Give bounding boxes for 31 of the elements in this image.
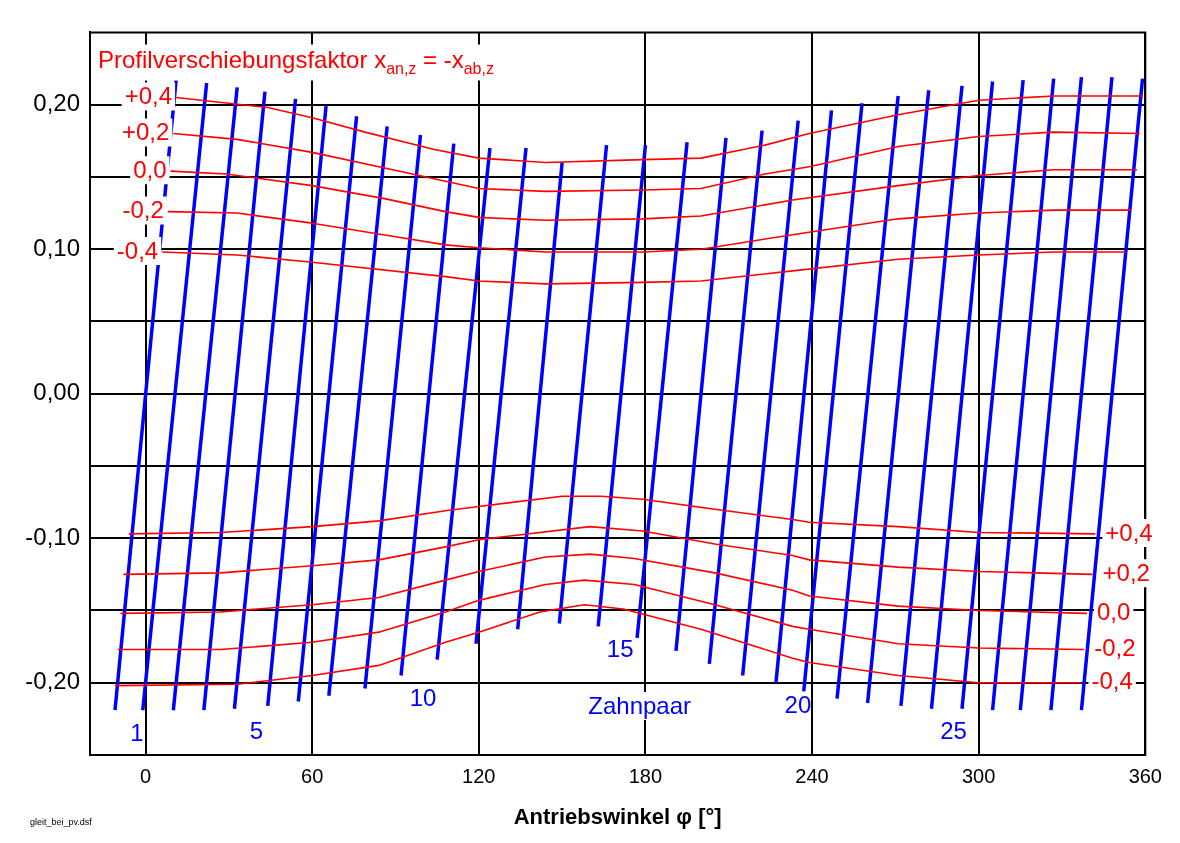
x-axis-title: Antriebswinkel φ [°] (513, 803, 722, 829)
x-tick-label: 300 (962, 764, 996, 787)
series-label: +0,2 (1102, 558, 1150, 586)
y-tick-label: 0,10 (33, 233, 80, 261)
series-label: 10 (409, 684, 437, 712)
series-label: 20 (784, 691, 812, 719)
y-tick-label: 0,20 (33, 89, 80, 117)
series-label: -0,4 (1091, 667, 1133, 695)
x-tick-label: 120 (462, 764, 496, 787)
annotation: Zahnpaar (588, 691, 692, 719)
series-label: +0,4 (1105, 518, 1153, 546)
x-tick-label: 180 (628, 764, 663, 787)
series-label: 1 (130, 718, 144, 746)
series-label: -0,2 (1094, 634, 1136, 662)
series-label: -0,4 (116, 236, 159, 264)
series-label: +0,4 (124, 82, 173, 110)
x-tick-label: 240 (795, 764, 829, 787)
series-label: 15 (606, 635, 634, 662)
series-label: +0,2 (121, 118, 170, 146)
series-label: -0,2 (122, 196, 164, 224)
series-label: 0,0 (133, 155, 167, 183)
y-tick-label: 0,00 (33, 378, 80, 406)
y-tick-label: -0,20 (25, 667, 80, 695)
series-label: 0,0 (1097, 598, 1131, 625)
x-tick-label: 360 (1128, 764, 1162, 787)
x-tick-label: 60 (301, 764, 324, 787)
y-tick-label: -0,10 (25, 522, 80, 550)
series-label: 5 (249, 717, 264, 745)
x-tick-label: 0 (139, 764, 152, 787)
series-label: 25 (940, 717, 967, 745)
text: gleit_bei_pv.dsf (30, 817, 93, 827)
